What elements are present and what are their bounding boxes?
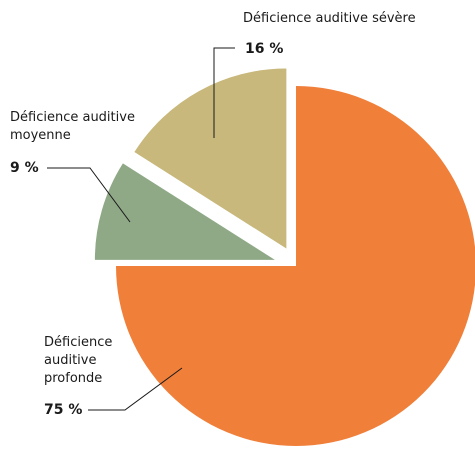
leader-line-moyenne [47, 167, 131, 223]
label-moyenne-line-2: moyenne [10, 128, 71, 143]
label-moyenne-line-1: Déficience auditive [10, 110, 135, 125]
value-label-moyenne: 9 % [10, 160, 39, 176]
label-severe-line-1: Déficience auditive sévère [243, 11, 416, 26]
slice-severe [134, 68, 287, 249]
value-label-severe: 16 % [245, 41, 283, 57]
value-label-profonde: 75 % [44, 402, 82, 418]
label-profonde-line-2: auditive [44, 353, 96, 368]
slice-profonde [116, 86, 475, 446]
label-profonde-line-3: profonde [44, 371, 102, 386]
slice-moyenne [94, 163, 275, 260]
leader-line-severe [213, 47, 235, 138]
pie-slices [94, 68, 475, 446]
leader-line-profonde [88, 367, 183, 411]
label-profonde-line-1: Déficience [44, 335, 112, 350]
